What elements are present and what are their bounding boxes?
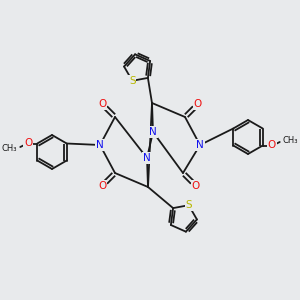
Text: O: O (98, 181, 106, 190)
Text: N: N (196, 140, 204, 150)
Text: O: O (191, 181, 200, 190)
Text: N: N (96, 140, 104, 150)
Text: N: N (149, 127, 157, 137)
Text: S: S (129, 76, 136, 86)
Text: CH₃: CH₃ (283, 136, 298, 145)
Text: O: O (24, 139, 32, 148)
Text: O: O (98, 99, 106, 110)
Text: N: N (143, 153, 151, 163)
Text: CH₃: CH₃ (2, 144, 17, 153)
Text: O: O (268, 140, 276, 151)
Text: O: O (194, 99, 202, 110)
Text: S: S (185, 200, 192, 210)
